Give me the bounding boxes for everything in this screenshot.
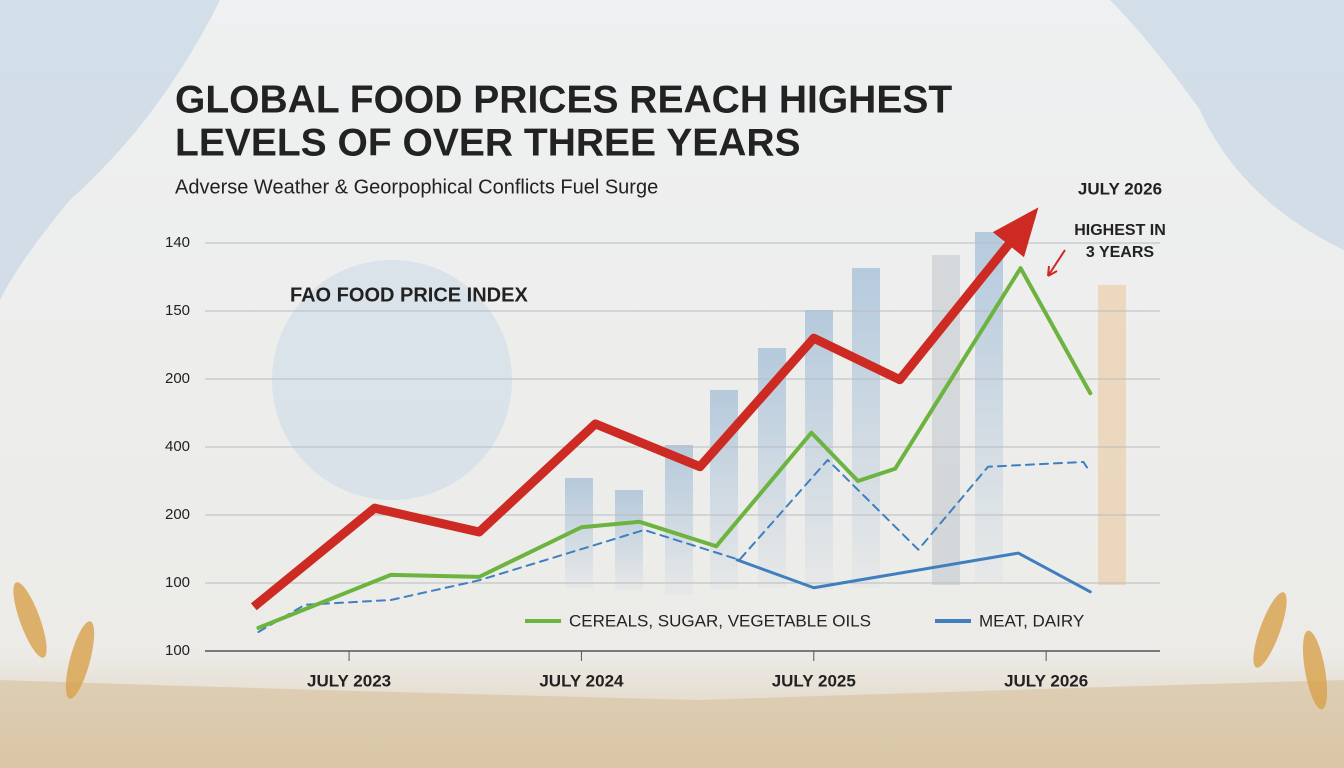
globe bbox=[272, 260, 512, 500]
y-tick-label: 200 bbox=[165, 370, 190, 387]
annotation-arrow bbox=[1047, 249, 1066, 277]
annotation: HIGHEST IN bbox=[1074, 222, 1166, 239]
annotation: FAO FOOD PRICE INDEX bbox=[290, 284, 528, 306]
data-line bbox=[256, 266, 1093, 630]
arrow-head bbox=[992, 207, 1039, 258]
y-tick-label: 100 bbox=[165, 574, 190, 591]
wheat bbox=[13, 582, 1328, 710]
x-tick-label: JULY 2023 bbox=[307, 671, 391, 690]
y-tick-label: 400 bbox=[165, 438, 190, 455]
annotation: 3 YEARS bbox=[1086, 244, 1155, 261]
data-line bbox=[250, 212, 1036, 611]
data-line bbox=[257, 458, 1092, 633]
background-shape bbox=[1110, 0, 1344, 250]
annotation: JULY 2026 bbox=[1078, 179, 1162, 198]
y-tick-label: 150 bbox=[165, 302, 190, 319]
background-bars bbox=[565, 232, 1126, 595]
background-shape bbox=[0, 0, 220, 300]
y-tick-label: 200 bbox=[165, 506, 190, 523]
legend-label: MEAT, DAIRY bbox=[979, 611, 1084, 630]
title: GLOBAL FOOD PRICES REACH HIGHEST bbox=[175, 78, 952, 121]
y-tick-label: 100 bbox=[165, 642, 190, 659]
subtitle: Adverse Weather & Georpophical Conflicts… bbox=[175, 176, 658, 198]
y-tick-label: 140 bbox=[165, 234, 190, 251]
data-line bbox=[735, 551, 1092, 594]
title: LEVELS OF OVER THREE YEARS bbox=[175, 121, 801, 164]
x-tick-label: JULY 2025 bbox=[772, 671, 856, 690]
x-tick-label: JULY 2026 bbox=[1004, 671, 1088, 690]
cracked-ground bbox=[0, 680, 1344, 768]
legend-label: CEREALS, SUGAR, VEGETABLE OILS bbox=[569, 611, 871, 630]
x-tick-label: JULY 2024 bbox=[539, 671, 624, 690]
